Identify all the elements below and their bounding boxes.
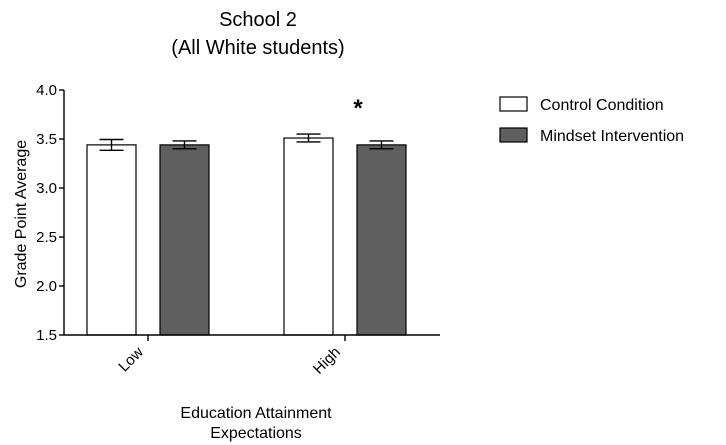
legend: Control Condition Mindset Intervention (499, 96, 684, 145)
y-axis-ticks: 1.5 2.0 2.5 3.0 3.5 4.0 (36, 82, 64, 344)
x-axis-label-line-2: Expectations (210, 425, 302, 442)
bar (283, 137, 334, 336)
x-tick-label: High (310, 344, 344, 378)
legend-swatch (499, 96, 528, 112)
significance-marker: * (353, 95, 363, 122)
bars: * (86, 95, 407, 336)
x-axis-ticks: Low High (115, 335, 346, 378)
y-tick-label: 2.5 (36, 229, 57, 246)
chart-title-line-1: School 2 (219, 9, 297, 31)
legend-swatch (499, 127, 528, 143)
y-axis-label: Grade Point Average (13, 140, 30, 288)
x-tick-label: Low (115, 344, 147, 376)
y-tick-label: 1.5 (36, 327, 57, 344)
y-tick-label: 2.0 (36, 278, 57, 295)
y-tick-label: 3.0 (36, 180, 57, 197)
bar (86, 144, 137, 336)
legend-label: Control Condition (540, 97, 664, 114)
bar (356, 144, 407, 336)
y-tick-label: 3.5 (36, 131, 57, 148)
y-tick-label: 4.0 (36, 82, 57, 99)
bar (159, 144, 210, 336)
x-axis-label-line-1: Education Attainment (180, 405, 332, 422)
chart-title-line-2: (All White students) (171, 37, 344, 59)
legend-label: Mindset Intervention (540, 128, 684, 145)
